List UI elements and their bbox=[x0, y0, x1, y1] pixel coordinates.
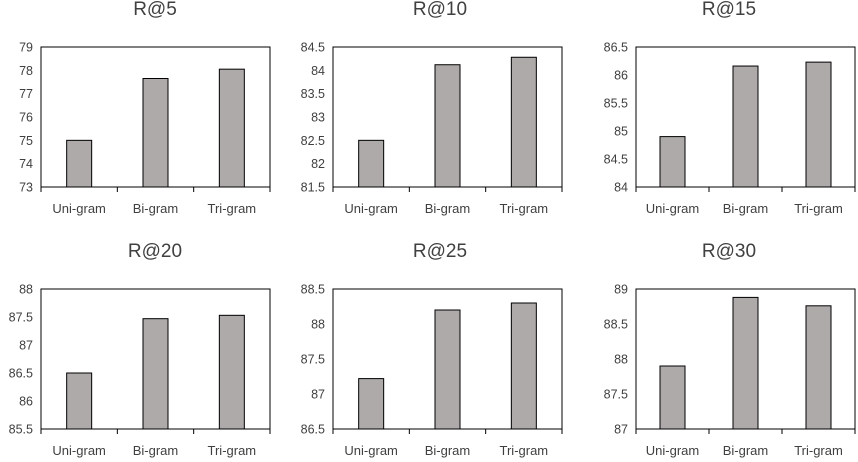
y-tick-label: 87 bbox=[311, 388, 325, 402]
y-tick-label: 84 bbox=[614, 181, 628, 195]
y-tick-label: 88.5 bbox=[604, 318, 628, 332]
y-tick-label: 88 bbox=[614, 353, 628, 367]
x-category-label: Bi-gram bbox=[425, 201, 471, 216]
x-category-label: Tri-gram bbox=[500, 443, 549, 458]
y-tick-label: 86 bbox=[614, 69, 628, 83]
plot-frame bbox=[332, 288, 563, 430]
y-tick-label: 77 bbox=[19, 87, 33, 101]
chart-title: R@20 bbox=[128, 241, 182, 262]
y-tick-label: 88 bbox=[19, 283, 33, 297]
x-category-label: Tri-gram bbox=[208, 201, 257, 216]
y-tick-label: 87.5 bbox=[9, 311, 33, 325]
y-tick-label: 87 bbox=[614, 423, 628, 437]
x-category-label: Tri-gram bbox=[794, 201, 843, 216]
y-tick-label: 79 bbox=[19, 41, 33, 55]
y-tick-label: 84.5 bbox=[301, 41, 325, 55]
x-category-label: Tri-gram bbox=[794, 443, 843, 458]
y-tick-label: 87 bbox=[19, 339, 33, 353]
chart-title: R@15 bbox=[702, 0, 756, 20]
y-tick-label: 86.5 bbox=[604, 41, 628, 55]
x-category-label: Bi-gram bbox=[723, 201, 769, 216]
bar-tri-gram bbox=[510, 302, 537, 430]
y-tick-label: 86.5 bbox=[301, 423, 325, 437]
x-category-label: Bi-gram bbox=[133, 443, 179, 458]
y-tick-label: 88 bbox=[311, 318, 325, 332]
y-tick-label: 85.5 bbox=[604, 97, 628, 111]
y-tick-label: 82.5 bbox=[301, 134, 325, 148]
y-tick-label: 85.5 bbox=[9, 423, 33, 437]
bar-uni-gram bbox=[358, 139, 385, 188]
y-tick-label: 76 bbox=[19, 111, 33, 125]
y-tick-label: 86 bbox=[19, 395, 33, 409]
x-category-label: Bi-gram bbox=[133, 201, 179, 216]
y-tick-label: 85 bbox=[614, 125, 628, 139]
y-tick-label: 84.5 bbox=[604, 153, 628, 167]
x-category-label: Uni-gram bbox=[52, 443, 105, 458]
y-tick-label: 83.5 bbox=[301, 87, 325, 101]
y-tick-label: 74 bbox=[19, 157, 33, 171]
y-tick-label: 84 bbox=[311, 64, 325, 78]
bar-bi-gram bbox=[434, 64, 461, 188]
x-category-label: Uni-gram bbox=[344, 443, 397, 458]
bar-uni-gram bbox=[659, 365, 686, 430]
bar-bi-gram bbox=[732, 296, 759, 430]
y-tick-label: 81.5 bbox=[301, 181, 325, 195]
y-tick-label: 83 bbox=[311, 111, 325, 125]
y-tick-label: 86.5 bbox=[9, 367, 33, 381]
y-tick-label: 73 bbox=[19, 181, 33, 195]
bar-tri-gram bbox=[805, 61, 832, 188]
plot-frame bbox=[635, 46, 856, 188]
bar-bi-gram bbox=[732, 65, 759, 188]
y-tick-label: 78 bbox=[19, 64, 33, 78]
chart-title: R@10 bbox=[413, 0, 467, 20]
chart-title: R@30 bbox=[702, 241, 756, 262]
y-tick-label: 87.5 bbox=[604, 388, 628, 402]
y-tick-label: 82 bbox=[311, 157, 325, 171]
x-category-label: Bi-gram bbox=[425, 443, 471, 458]
y-tick-label: 89 bbox=[614, 283, 628, 297]
chart-title: R@25 bbox=[413, 241, 467, 262]
x-category-label: Uni-gram bbox=[344, 201, 397, 216]
plot-frame bbox=[332, 46, 563, 188]
y-tick-label: 75 bbox=[19, 134, 33, 148]
x-category-label: Uni-gram bbox=[52, 201, 105, 216]
bar-bi-gram bbox=[434, 309, 461, 430]
x-category-label: Tri-gram bbox=[208, 443, 257, 458]
bar-tri-gram bbox=[510, 56, 537, 188]
bar-tri-gram bbox=[218, 314, 245, 430]
x-category-label: Bi-gram bbox=[723, 443, 769, 458]
bar-uni-gram bbox=[66, 139, 93, 188]
bar-tri-gram bbox=[218, 68, 245, 188]
chart-title: R@5 bbox=[133, 0, 177, 20]
bar-tri-gram bbox=[805, 305, 832, 430]
plot-frame bbox=[635, 288, 856, 430]
y-tick-label: 88.5 bbox=[301, 283, 325, 297]
x-category-label: Uni-gram bbox=[646, 443, 699, 458]
y-tick-label: 87.5 bbox=[301, 353, 325, 367]
x-category-label: Tri-gram bbox=[500, 201, 549, 216]
bar-uni-gram bbox=[358, 378, 385, 430]
bar-bi-gram bbox=[142, 318, 169, 430]
bar-uni-gram bbox=[659, 136, 686, 188]
plot-frame bbox=[40, 288, 271, 430]
bar-bi-gram bbox=[142, 78, 169, 188]
plot-frame bbox=[40, 46, 271, 188]
x-category-label: Uni-gram bbox=[646, 201, 699, 216]
bar-uni-gram bbox=[66, 372, 93, 430]
